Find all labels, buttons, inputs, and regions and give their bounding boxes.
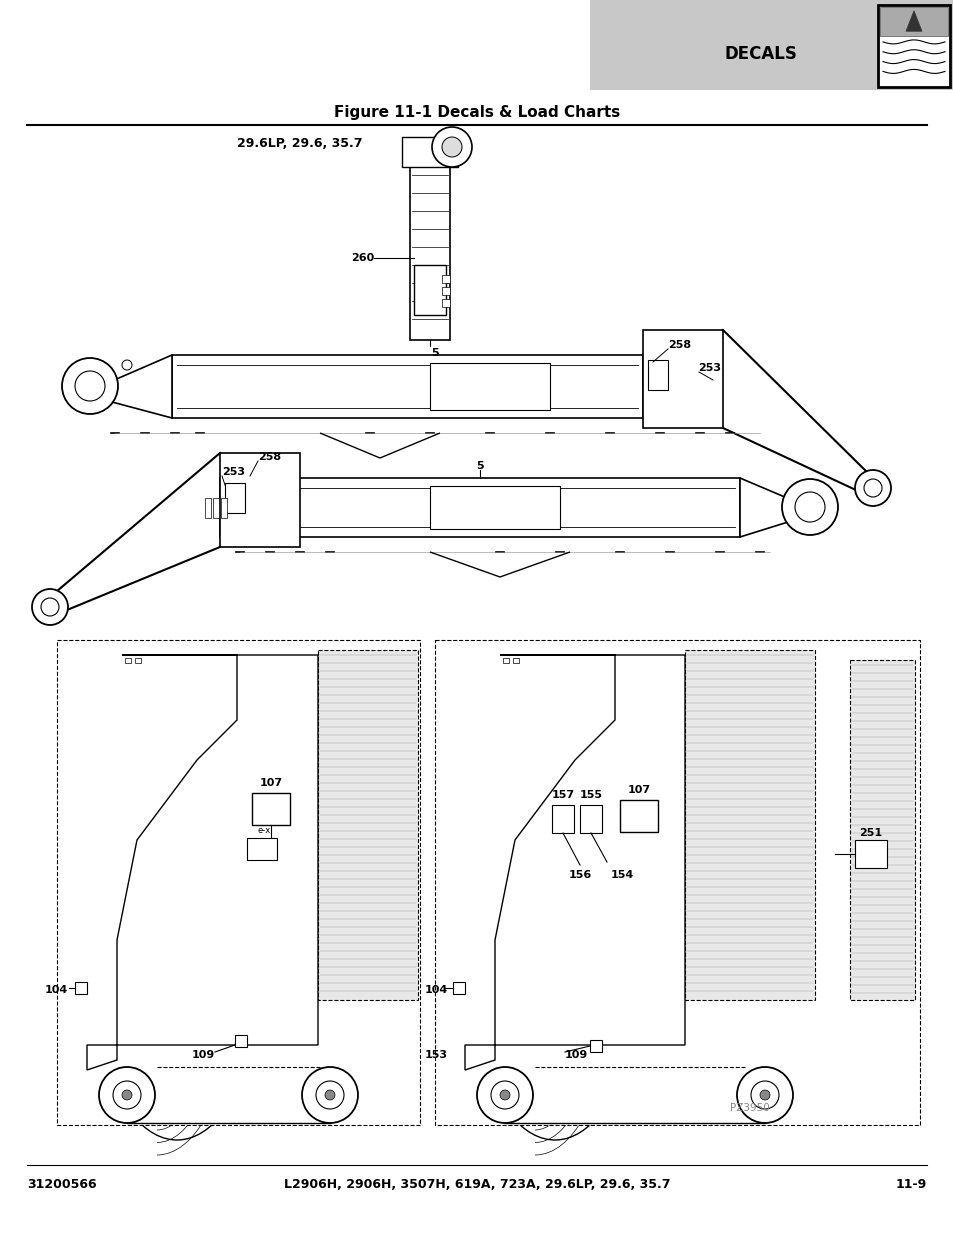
Bar <box>441 287 450 295</box>
Circle shape <box>432 127 472 167</box>
Circle shape <box>737 1067 792 1123</box>
Circle shape <box>122 359 132 370</box>
Text: 253: 253 <box>698 363 720 373</box>
Text: e-x: e-x <box>257 826 271 835</box>
Bar <box>57 640 419 1125</box>
Bar <box>849 659 914 1000</box>
Polygon shape <box>464 655 684 1070</box>
Text: 157: 157 <box>551 790 574 800</box>
Polygon shape <box>740 478 820 537</box>
Circle shape <box>325 1091 335 1100</box>
Bar <box>220 478 740 537</box>
Text: 5: 5 <box>476 461 483 471</box>
Polygon shape <box>905 11 921 31</box>
Text: DECALS: DECALS <box>724 44 797 63</box>
Text: 154: 154 <box>610 869 633 881</box>
Circle shape <box>32 589 68 625</box>
Text: PZ3950: PZ3950 <box>729 1103 769 1113</box>
Bar <box>642 330 722 429</box>
Polygon shape <box>82 354 172 417</box>
Text: 104: 104 <box>45 986 69 995</box>
Text: 11-9: 11-9 <box>895 1178 926 1192</box>
Bar <box>213 498 219 517</box>
Text: L2906H, 2906H, 3507H, 619A, 723A, 29.6LP, 29.6, 35.7: L2906H, 2906H, 3507H, 619A, 723A, 29.6LP… <box>283 1178 670 1192</box>
Circle shape <box>781 479 837 535</box>
Bar <box>579 805 601 832</box>
Bar <box>552 805 574 832</box>
Circle shape <box>476 1067 533 1123</box>
Circle shape <box>41 598 59 616</box>
Circle shape <box>112 1081 141 1109</box>
Bar <box>401 137 457 167</box>
Bar <box>410 165 450 340</box>
Bar <box>75 982 87 994</box>
Bar <box>414 266 446 315</box>
Bar <box>430 487 559 529</box>
Text: 155: 155 <box>578 790 602 800</box>
Text: 5: 5 <box>431 348 438 358</box>
Text: Figure 11-1 Decals & Load Charts: Figure 11-1 Decals & Load Charts <box>334 105 619 120</box>
Bar <box>125 658 131 663</box>
Text: 31200566: 31200566 <box>27 1178 96 1192</box>
Text: 251: 251 <box>859 827 882 839</box>
Circle shape <box>794 492 824 522</box>
Circle shape <box>750 1081 779 1109</box>
Bar <box>225 483 245 513</box>
Bar <box>619 800 658 832</box>
Bar <box>453 982 464 994</box>
Bar <box>647 359 667 390</box>
Polygon shape <box>87 655 317 1070</box>
Bar <box>435 640 919 1125</box>
Text: 258: 258 <box>257 452 281 462</box>
Text: 253: 253 <box>222 467 245 477</box>
Circle shape <box>62 358 118 414</box>
Text: 109: 109 <box>564 1050 588 1060</box>
Bar <box>430 363 550 410</box>
Bar <box>684 650 814 1000</box>
Bar <box>172 354 642 417</box>
Circle shape <box>315 1081 344 1109</box>
Circle shape <box>854 471 890 506</box>
Circle shape <box>441 137 461 157</box>
Bar <box>854 840 886 868</box>
Bar <box>317 650 417 1000</box>
Bar <box>502 658 509 663</box>
Bar <box>441 299 450 308</box>
Bar <box>879 7 947 36</box>
Text: 258: 258 <box>667 340 690 350</box>
Circle shape <box>760 1091 769 1100</box>
Bar <box>441 275 450 283</box>
Text: 104: 104 <box>424 986 448 995</box>
Bar <box>135 658 141 663</box>
Text: 156: 156 <box>568 869 591 881</box>
Bar <box>513 658 518 663</box>
Circle shape <box>491 1081 518 1109</box>
Circle shape <box>499 1091 510 1100</box>
Text: 107: 107 <box>259 778 282 788</box>
Bar <box>247 839 276 860</box>
Circle shape <box>75 370 105 401</box>
Circle shape <box>122 1091 132 1100</box>
Circle shape <box>99 1067 154 1123</box>
Text: 109: 109 <box>192 1050 215 1060</box>
Bar <box>589 1040 601 1052</box>
Bar <box>252 793 290 825</box>
Bar <box>877 5 949 86</box>
Text: 153: 153 <box>424 1050 448 1060</box>
Bar <box>220 453 299 547</box>
Bar <box>205 498 211 517</box>
Bar <box>589 0 953 90</box>
Text: 260: 260 <box>351 253 374 263</box>
Text: 29.6LP, 29.6, 35.7: 29.6LP, 29.6, 35.7 <box>237 137 362 149</box>
Circle shape <box>863 479 882 496</box>
Text: 107: 107 <box>627 785 650 795</box>
Circle shape <box>302 1067 357 1123</box>
Bar <box>221 498 227 517</box>
Bar <box>234 1035 247 1047</box>
